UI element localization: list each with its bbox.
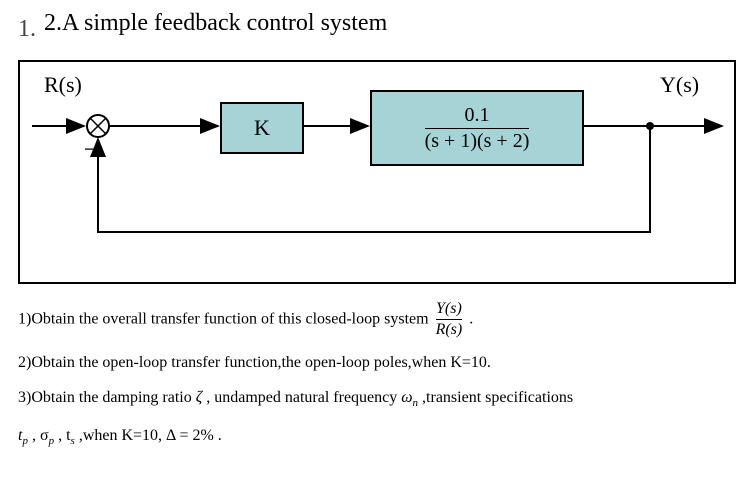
q3-text-a: 3)Obtain the damping ratio — [18, 389, 196, 406]
minus-sign: − — [84, 139, 94, 159]
omega-symbol: ω — [401, 389, 412, 406]
problem-title: 1. 2.A simple feedback control system — [18, 10, 387, 43]
feedback-line — [98, 126, 650, 232]
fraction-line — [436, 319, 463, 320]
ts-sub: s — [71, 435, 75, 447]
q3-tail: ,when K=10, Δ = 2% . — [79, 427, 222, 444]
block-diagram: R(s) Y(s) K 0.1 (s + 1)(s + 2) − — [18, 60, 736, 284]
q3-text-c: ,transient specifications — [422, 389, 573, 406]
omega-subscript: n — [413, 398, 419, 410]
q1-frac-den: R(s) — [436, 321, 463, 339]
q3-sep2: , t — [58, 427, 70, 444]
tp-sub: p — [22, 435, 28, 447]
signal-wires: − — [20, 62, 734, 282]
q1-text: 1)Obtain the overall transfer function o… — [18, 311, 433, 328]
question-3-line1: 3)Obtain the damping ratio ζ , undamped … — [18, 385, 718, 413]
q1-suffix: . — [469, 311, 473, 328]
zeta-symbol: ζ — [196, 389, 202, 406]
q1-frac-num: Y(s) — [436, 300, 462, 318]
title-prefix: 1. — [18, 10, 36, 43]
q3-sep1: , σ — [32, 427, 49, 444]
title-main: 2.A simple feedback control system — [44, 10, 387, 37]
sigma-sub: p — [49, 435, 55, 447]
question-2: 2)Obtain the open-loop transfer function… — [18, 350, 718, 376]
q3-text-b: , undamped natural frequency — [206, 389, 401, 406]
question-3-line2: tp , σp , ts ,when K=10, Δ = 2% . — [18, 423, 718, 451]
question-1: 1)Obtain the overall transfer function o… — [18, 300, 718, 340]
q1-fraction: Y(s) R(s) — [436, 300, 463, 340]
question-list: 1)Obtain the overall transfer function o… — [18, 300, 718, 461]
